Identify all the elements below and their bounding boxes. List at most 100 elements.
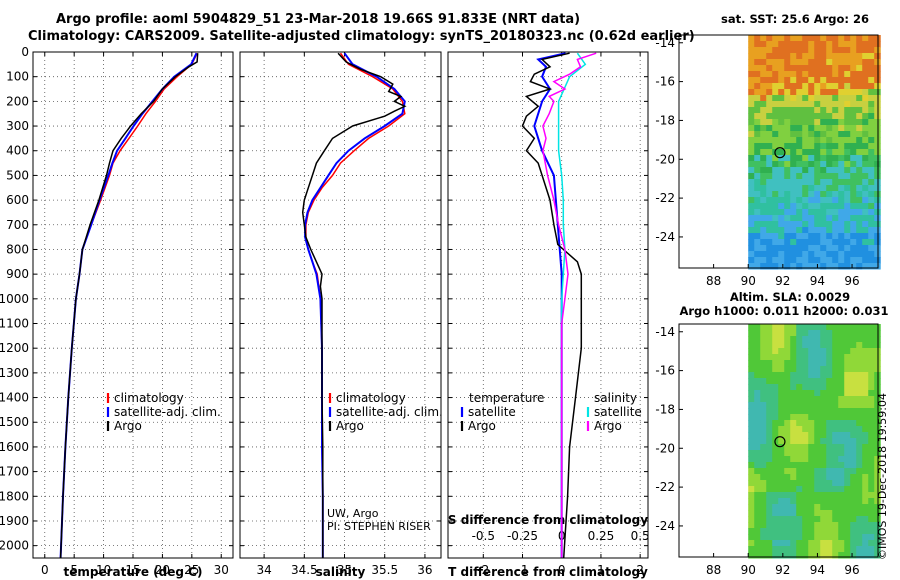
x-tick-label: 36 <box>417 563 432 577</box>
temperature-axis-label: temperature (deg C) <box>64 565 203 579</box>
x-tick-label: 15 <box>125 563 140 577</box>
map-lat-tick-label: -16 <box>655 364 675 378</box>
sla-heatmap-cells <box>748 324 881 559</box>
depth-tick-label: 100 <box>6 70 29 84</box>
map-lon-tick-label: 96 <box>844 563 859 577</box>
depth-tick-label: 600 <box>6 193 29 207</box>
x-tick-label: 35 <box>337 563 352 577</box>
title-line-2: Climatology: CARS2009. Satellite-adjuste… <box>28 29 695 44</box>
depth-tick-label: 700 <box>6 218 29 232</box>
salinity-diff-tick-label: -0.5 <box>472 529 495 543</box>
salinity-diff-tick-label: 0.25 <box>588 529 615 543</box>
sst-map-title: sat. SST: 25.6 Argo: 26 <box>720 12 870 26</box>
depth-tick-label: 1900 <box>0 514 29 528</box>
map-lon-tick-label: 90 <box>741 563 756 577</box>
depth-tick-label: 900 <box>6 267 29 281</box>
x-tick-label: 30 <box>214 563 229 577</box>
series-sal-satellite <box>304 52 406 558</box>
map-lat-tick-label: -22 <box>655 191 675 205</box>
series-diff-temp-argo <box>521 52 583 559</box>
legend-diff-temperature-title: temperature <box>469 391 544 405</box>
map-lat-tick-label: -20 <box>655 152 675 166</box>
salinity-diff-axis-label: S difference from climatology <box>448 513 648 527</box>
map-lon-tick-label: 92 <box>775 274 790 288</box>
legend-sal-2-label: Argo <box>336 419 364 433</box>
plot-frame-1 <box>32 51 234 559</box>
x-tick-label: -2 <box>477 563 489 577</box>
salinity-diff-tick-label: 0.5 <box>631 529 650 543</box>
sst-heatmap-cells <box>748 35 881 270</box>
map-lat-tick-label: -18 <box>655 402 675 416</box>
depth-tick-label: 1600 <box>0 440 29 454</box>
map-lon-tick-label: 92 <box>775 563 790 577</box>
map-lat-tick-label: -16 <box>655 75 675 89</box>
x-tick-label: -1 <box>517 563 529 577</box>
salinity-axis-label: salinity <box>316 565 366 579</box>
map-lat-tick-label: -24 <box>655 230 675 244</box>
legend-temp-2-label: Argo <box>114 419 142 433</box>
depth-tick-label: 1400 <box>0 391 29 405</box>
x-tick-label: 34.5 <box>291 563 318 577</box>
series-sal-argo <box>301 52 407 558</box>
legend-diff-temp-argo-label: Argo <box>468 419 496 433</box>
map-lon-tick-label: 88 <box>706 274 721 288</box>
map-lat-tick-label: -24 <box>655 519 675 533</box>
plot-frame-2 <box>239 51 442 559</box>
depth-tick-label: 200 <box>6 94 29 108</box>
x-tick-label: 34 <box>256 563 271 577</box>
imos-credit: ©IMOS 19-Dec-2018 19:59:04 <box>876 393 889 560</box>
map-lon-tick-label: 94 <box>810 563 825 577</box>
title-line-1: Argo profile: aoml 5904829_51 23-Mar-201… <box>56 12 581 27</box>
sla-map-title-line-1: Altim. SLA: 0.0029 <box>729 290 851 304</box>
map-frame-2 <box>678 323 879 558</box>
map-lon-tick-label: 88 <box>706 563 721 577</box>
depth-tick-label: 800 <box>6 242 29 256</box>
plot-frame-3 <box>447 51 649 559</box>
depth-tick-label: 1100 <box>0 317 29 331</box>
sla-map-title-line-2: Argo h1000: 0.011 h2000: 0.031 <box>679 304 889 318</box>
x-tick-label: 0 <box>41 563 49 577</box>
depth-tick-label: 1200 <box>0 341 29 355</box>
series-temp-argo <box>59 53 199 559</box>
series-diff-sal-argo <box>542 52 597 558</box>
map-frame-1 <box>678 34 879 269</box>
depth-tick-label: 1500 <box>0 415 29 429</box>
argo-location-marker-sla <box>774 436 786 448</box>
map-lat-tick-label: -14 <box>655 36 675 50</box>
legend-temp-0-label: climatology <box>114 391 184 405</box>
legend-sal-0-label: climatology <box>336 391 406 405</box>
depth-tick-label: 300 <box>6 119 29 133</box>
x-tick-label: 20 <box>155 563 170 577</box>
map-lat-tick-label: -18 <box>655 113 675 127</box>
legend-sal-1-label: satellite-adj. clim. <box>336 405 443 419</box>
series-diff-temp-satellite <box>533 52 566 558</box>
depth-tick-label: 400 <box>6 144 29 158</box>
map-lat-tick-label: -22 <box>655 480 675 494</box>
map-lon-tick-label: 94 <box>810 274 825 288</box>
temp-diff-axis-label: T difference from climatology <box>448 565 648 579</box>
x-tick-label: 25 <box>184 563 199 577</box>
depth-tick-label: 1000 <box>0 292 29 306</box>
depth-tick-label: 1700 <box>0 465 29 479</box>
map-lon-tick-label: 90 <box>741 274 756 288</box>
depth-tick-label: 1800 <box>0 489 29 503</box>
salinity-diff-tick-label: -0.25 <box>507 529 538 543</box>
argo-location-marker-sst <box>774 147 786 159</box>
depth-tick-label: 2000 <box>0 539 29 553</box>
float-annotation-1: PI: STEPHEN RISER <box>327 520 431 533</box>
depth-tick-label: 500 <box>6 168 29 182</box>
map-lat-tick-label: -14 <box>655 325 675 339</box>
legend-diff-salinity-title: salinity <box>594 391 637 405</box>
x-tick-label: 2 <box>636 563 644 577</box>
float-annotation-0: UW, Argo <box>327 507 379 520</box>
depth-tick-label: 0 <box>21 45 29 59</box>
x-tick-label: 1 <box>597 563 605 577</box>
x-tick-label: 0 <box>558 563 566 577</box>
legend-diff-sal-satellite-label: satellite <box>594 405 642 419</box>
x-tick-label: 35.5 <box>371 563 398 577</box>
x-tick-label: 10 <box>96 563 111 577</box>
depth-tick-label: 1300 <box>0 366 29 380</box>
legend-temp-1-label: satellite-adj. clim. <box>114 405 221 419</box>
legend-diff-temp-satellite-label: satellite <box>468 405 516 419</box>
